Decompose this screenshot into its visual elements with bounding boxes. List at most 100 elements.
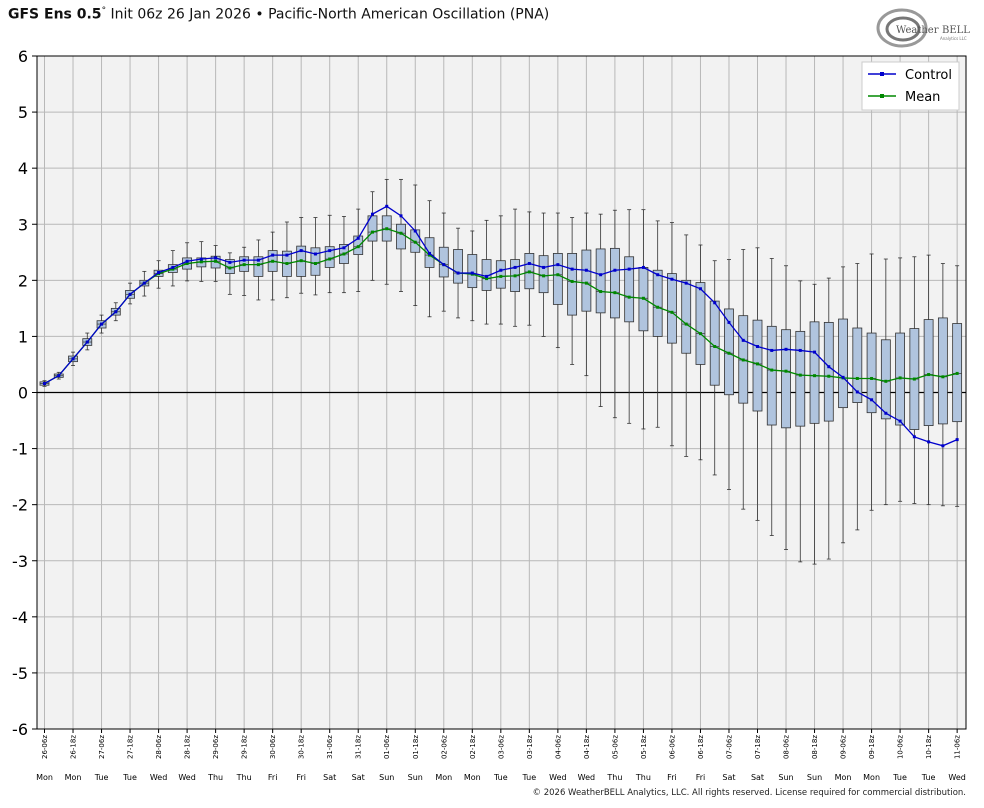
x-day-label: Thu (236, 773, 252, 782)
x-day-label: Thu (635, 773, 651, 782)
series-point-mean (199, 260, 203, 264)
x-tick-label: 29-18z (241, 735, 249, 759)
x-day-label: Tue (921, 773, 936, 782)
x-tick-label: 07-06z (725, 735, 733, 759)
index-name: Pacific-North American Oscillation (PNA) (268, 6, 550, 23)
series-point-control (413, 229, 417, 233)
x-day-label: Sat (352, 773, 365, 782)
series-point-control (941, 444, 945, 448)
series-point-control (428, 251, 432, 255)
box-iqr (624, 256, 635, 323)
box-iqr (838, 318, 848, 409)
series-point-mean (428, 253, 432, 257)
series-point-control (342, 246, 346, 250)
x-day-label: Thu (606, 773, 622, 782)
series-point-control (157, 270, 161, 274)
x-tick-label: 01-06z (383, 735, 391, 759)
x-tick-label: 30-06z (269, 735, 277, 759)
legend-box (861, 61, 960, 111)
x-tick-label: 26-06z (41, 735, 49, 759)
x-day-label: Thu (207, 773, 223, 782)
x-day-label: Sat (751, 773, 764, 782)
series-point-control (499, 268, 503, 272)
series-point-control (456, 271, 460, 275)
series-point-control (85, 340, 89, 344)
box-iqr (866, 332, 877, 414)
legend-mean-label: Mean (905, 90, 940, 105)
x-tick-label: 02-06z (440, 735, 448, 759)
x-tick-label: 26-18z (70, 735, 78, 759)
series-point-control (171, 265, 175, 269)
series-point-control (271, 253, 275, 257)
x-tick-label: 04-06z (554, 735, 562, 759)
x-tick-label: 10-06z (897, 735, 905, 759)
y-tick-label: -1 (12, 440, 28, 459)
series-point-mean (955, 371, 959, 375)
init-time: Init 06z 26 Jan 2026 (110, 6, 251, 23)
series-point-control (684, 281, 688, 285)
legend-control-marker (880, 72, 884, 76)
y-tick-label: -5 (12, 664, 28, 683)
x-tick-label: 27-18z (127, 735, 135, 759)
series-point-control (399, 214, 403, 218)
series-point-control (328, 249, 332, 253)
x-tick-label: 05-06z (611, 735, 619, 759)
series-point-control (71, 357, 75, 361)
series-point-mean (527, 270, 531, 274)
series-point-mean (285, 262, 289, 266)
series-point-mean (584, 281, 588, 285)
plot-frame (36, 55, 967, 730)
x-tick-label: 11-06z (954, 735, 962, 759)
series-point-control (485, 274, 489, 278)
box-iqr (467, 254, 478, 289)
series-point-control (114, 310, 118, 314)
series-point-control (884, 411, 888, 415)
series-point-control (185, 259, 189, 263)
series-point-control (228, 260, 232, 264)
series-point-mean (413, 240, 417, 244)
series-point-control (855, 390, 859, 394)
x-tick-label: 30-18z (298, 735, 306, 759)
x-day-label: Wed (948, 773, 965, 782)
series-point-mean (271, 259, 275, 263)
box-iqr (538, 255, 549, 294)
x-tick-label: 27-06z (98, 735, 106, 759)
x-day-label: Fri (696, 773, 706, 782)
series-point-control (570, 267, 574, 271)
x-tick-label: 07-18z (754, 735, 762, 759)
series-point-control (285, 253, 289, 257)
series-point-control (542, 265, 546, 269)
x-day-label: Sun (379, 773, 394, 782)
series-point-control (698, 287, 702, 291)
x-tick-label: 09-18z (868, 735, 876, 759)
series-point-mean (299, 259, 303, 263)
x-day-label: Tue (522, 773, 537, 782)
x-tick-label: 28-18z (184, 735, 192, 759)
x-day-label: Mon (835, 773, 852, 782)
x-day-label: Tue (892, 773, 907, 782)
y-axis: 6 5 4 3 2 1 0 -1 -2 -3 -4 -5 -6 (12, 47, 37, 739)
series-point-mean (214, 259, 218, 263)
box-iqr (695, 282, 706, 365)
series-point-control (242, 258, 246, 262)
series-point-control (798, 348, 802, 352)
box-iqr (880, 339, 891, 420)
series-point-control (128, 292, 132, 296)
x-day-label: Fri (296, 773, 306, 782)
series-point-mean (370, 230, 374, 234)
box-iqr (667, 273, 677, 344)
series-point-mean (627, 295, 631, 299)
series-point-mean (684, 322, 688, 326)
series-point-mean (927, 373, 931, 377)
series-point-control (770, 348, 774, 352)
series-point-mean (770, 368, 774, 372)
logo-word-weather: Weather (896, 25, 939, 36)
series-point-control (142, 281, 146, 285)
x-day-label: Wed (549, 773, 566, 782)
series-point-control (57, 374, 61, 378)
series-point-control (556, 263, 560, 267)
box-iqr (809, 321, 820, 424)
series-point-mean (827, 374, 831, 378)
series-point-control (641, 265, 645, 269)
